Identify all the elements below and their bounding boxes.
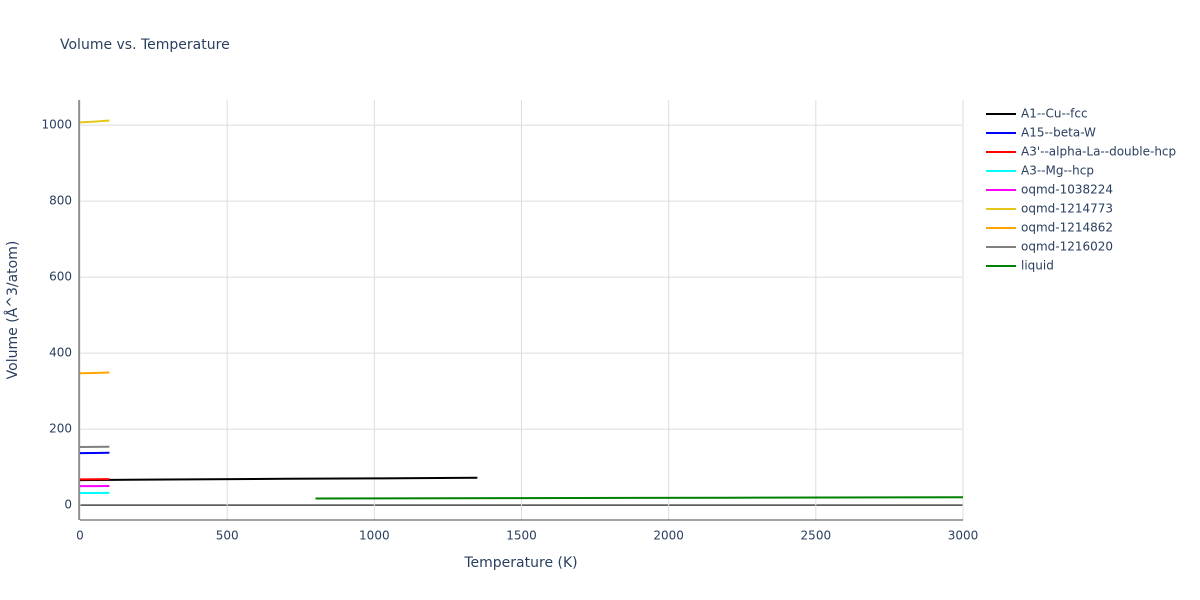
legend-label: A3'--alpha-La--double-hcp — [1021, 145, 1176, 159]
y-tick-label: 800 — [49, 194, 72, 208]
x-tick-label: 1000 — [359, 529, 390, 543]
x-tick-label: 500 — [216, 529, 239, 543]
x-tick-label: 0 — [76, 529, 84, 543]
y-tick-label: 1000 — [41, 118, 72, 132]
x-tick-label: 2000 — [653, 529, 684, 543]
series-line — [79, 371, 110, 375]
y-axis-title: Volume (Å^3/atom) — [4, 241, 21, 380]
x-tick-label: 3000 — [948, 529, 979, 543]
series-line — [79, 476, 478, 482]
legend-label: oqmd-1214773 — [1021, 202, 1113, 216]
legend-label: oqmd-1214862 — [1021, 221, 1113, 235]
x-axis-title: Temperature (K) — [463, 555, 577, 571]
series-line — [79, 119, 110, 124]
legend-label: A1--Cu--fcc — [1021, 107, 1088, 121]
x-tick-label: 2500 — [801, 529, 832, 543]
legend-label: oqmd-1216020 — [1021, 240, 1113, 254]
chart-title: Volume vs. Temperature — [60, 37, 230, 53]
y-tick-label: 0 — [64, 498, 72, 512]
y-tick-label: 400 — [49, 346, 72, 360]
legend-label: oqmd-1038224 — [1021, 183, 1113, 197]
legend-label: A3--Mg--hcp — [1021, 164, 1094, 178]
legend-label: A15--beta-W — [1021, 126, 1096, 140]
legend-label: liquid — [1021, 259, 1054, 273]
x-tick-label: 1500 — [506, 529, 537, 543]
y-tick-label: 600 — [49, 270, 72, 284]
series-line — [315, 496, 964, 500]
y-tick-label: 200 — [49, 422, 72, 436]
